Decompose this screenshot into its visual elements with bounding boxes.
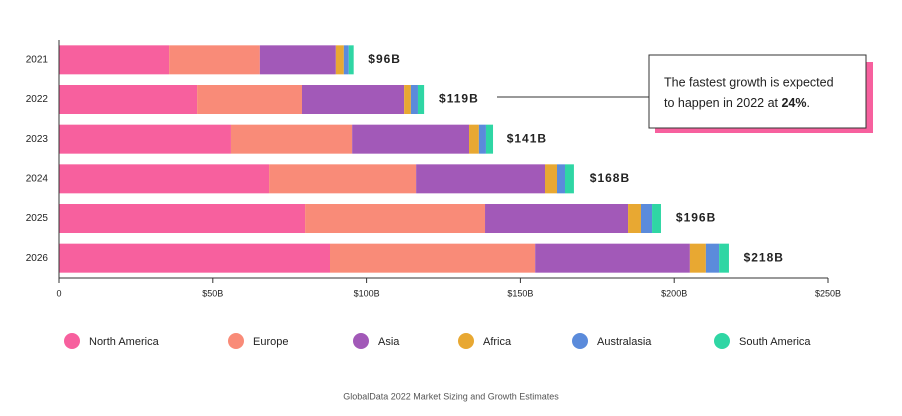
legend-swatch [228, 333, 244, 349]
legend-label: Africa [483, 336, 512, 348]
annotation-end: . [807, 96, 810, 110]
y-tick-label: 2021 [26, 54, 49, 65]
annotation-text: to happen in 2022 at [664, 96, 779, 110]
bar-segment [485, 204, 629, 233]
bar-segment [719, 243, 729, 273]
x-tick-label: $200B [661, 288, 687, 298]
total-label: $141B [507, 131, 547, 145]
source: GlobalData 2022 Market Sizing and Growth… [343, 391, 559, 401]
bar-segment [59, 45, 170, 75]
annotation-line: to happen in 2022 at 24%. [664, 96, 810, 110]
bar-segment [335, 45, 344, 75]
bar-segment [640, 204, 653, 233]
bar-segment [59, 164, 270, 194]
bar-segment [628, 204, 641, 233]
y-tick-label: 2024 [26, 173, 49, 184]
bar-segment [689, 243, 706, 273]
bar-segment [329, 243, 536, 273]
legend-swatch [64, 333, 80, 349]
x-tick-label: $150B [507, 288, 533, 298]
x-tick-label: $250B [815, 288, 841, 298]
total-label: $218B [744, 250, 784, 264]
total-label: $168B [590, 171, 630, 185]
bar-segment [169, 45, 260, 75]
y-tick-label: 2025 [26, 213, 49, 224]
bar-segment [652, 204, 661, 233]
bar-segment [269, 164, 417, 194]
legend-label: North America [89, 336, 160, 348]
y-tick-label: 2022 [26, 94, 49, 105]
bar-segment [259, 45, 336, 75]
legend-label: South America [739, 336, 811, 348]
bar-segment [404, 85, 411, 114]
legend-label: Asia [378, 336, 400, 348]
bar-segment [59, 85, 198, 114]
bar-segment [197, 85, 303, 114]
bar-segment [416, 164, 546, 194]
legend-swatch [572, 333, 588, 349]
bar-segment [305, 204, 486, 233]
bar-segment [343, 45, 349, 75]
bar-segment [565, 164, 574, 194]
legend-label: Australasia [597, 336, 652, 348]
total-label: $196B [676, 211, 716, 225]
bar-segment [352, 124, 470, 154]
bar-segment [302, 85, 405, 114]
bar-segment [59, 204, 306, 233]
bar-segment [469, 124, 479, 154]
annotation-box [648, 54, 867, 129]
bar-segment [417, 85, 425, 114]
annotation-emphasis: 24% [781, 96, 806, 110]
legend-swatch [353, 333, 369, 349]
y-tick-label: 2026 [26, 253, 49, 264]
bar-segment [478, 124, 486, 154]
annotation-line: The fastest growth is expected [664, 75, 834, 89]
legend-label: Europe [253, 336, 288, 348]
x-tick-label: 0 [56, 288, 61, 298]
bar-segment [230, 124, 353, 154]
y-tick-label: 2023 [26, 134, 49, 145]
bar-segment [545, 164, 558, 194]
total-label: $119B [439, 92, 479, 106]
x-tick-label: $100B [354, 288, 380, 298]
bar-segment [348, 45, 354, 75]
bar-segment [410, 85, 418, 114]
legend-swatch [714, 333, 730, 349]
x-tick-label: $50B [202, 288, 223, 298]
total-label: $96B [368, 52, 401, 66]
bar-segment [59, 124, 231, 154]
bar-segment [705, 243, 720, 273]
bar-segment [59, 243, 330, 273]
bar-segment [535, 243, 690, 273]
legend-swatch [458, 333, 474, 349]
bar-segment [557, 164, 566, 194]
bar-segment [485, 124, 494, 154]
